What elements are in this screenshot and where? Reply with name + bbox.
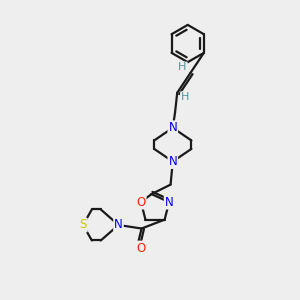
Text: N: N (168, 155, 177, 168)
Text: O: O (136, 196, 146, 208)
Text: O: O (136, 242, 145, 254)
Text: N: N (165, 196, 173, 208)
Text: N: N (168, 121, 177, 134)
Text: S: S (79, 218, 87, 232)
Text: H: H (178, 62, 187, 73)
Text: H: H (181, 92, 189, 102)
Text: N: N (114, 218, 123, 232)
